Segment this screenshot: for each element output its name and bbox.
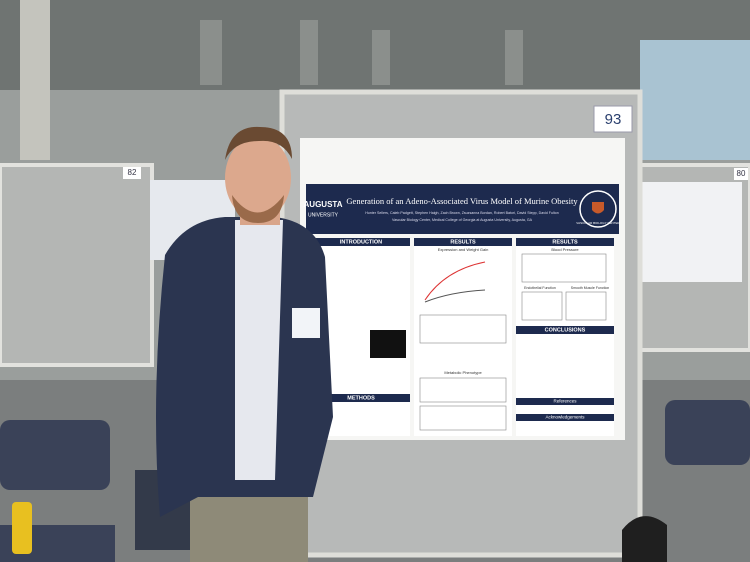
- column-box: [414, 238, 512, 436]
- window: [640, 40, 750, 160]
- section-heading: RESULTS: [450, 239, 476, 245]
- face: [225, 136, 291, 220]
- backpack: [622, 516, 667, 562]
- column: [20, 0, 50, 160]
- section-bar: [312, 238, 410, 246]
- figure: [521, 291, 563, 321]
- figure: [419, 405, 507, 431]
- figure: [565, 291, 607, 321]
- figure-line: [424, 261, 486, 301]
- chair: [0, 420, 110, 490]
- figure: [521, 253, 607, 283]
- section-bar: [516, 238, 614, 246]
- section-heading: METHODS: [347, 395, 375, 401]
- section-heading: CONCLUSIONS: [545, 327, 586, 333]
- section-bar: [312, 394, 410, 402]
- duct: [300, 20, 318, 85]
- hair: [225, 126, 292, 160]
- duct: [372, 30, 390, 85]
- logo-right-text: VASCULAR BIOLOGY CENTER: [576, 221, 620, 225]
- section-heading: INTRODUCTION: [340, 239, 382, 245]
- shirt: [235, 220, 283, 480]
- poster-authors: Hunter Sellers, Caleb Padgett, Stephen H…: [365, 211, 559, 215]
- panel-label: Endothelial Function: [524, 286, 556, 290]
- panel-label: Metabolic Phenotype: [444, 370, 482, 375]
- booth-tag: [123, 167, 141, 179]
- panel-label: Expression and Weight Gain: [438, 247, 489, 252]
- section-heading: RESULTS: [552, 239, 578, 245]
- section-heading: References: [553, 399, 577, 404]
- bottle: [12, 502, 32, 554]
- panel-label: Blood Pressure: [551, 247, 579, 252]
- beard: [232, 195, 284, 223]
- far-poster: [636, 182, 742, 282]
- section-bar: [516, 414, 614, 421]
- logo-left: AUGUSTA: [304, 200, 343, 209]
- booth-tag: [593, 105, 633, 133]
- figure-image: [370, 330, 406, 358]
- section-bar: [516, 326, 614, 334]
- chair: [665, 400, 750, 465]
- poster-affiliation: Vascular Biology Center, Medical College…: [392, 218, 533, 222]
- duct: [505, 30, 523, 85]
- booth-number: 93: [605, 111, 622, 128]
- figure: [419, 377, 507, 403]
- duct: [200, 20, 222, 85]
- booth-tag: [734, 168, 748, 180]
- column-box: [516, 238, 614, 436]
- section-bar: [516, 398, 614, 405]
- poster-title: Generation of an Adeno-Associated Virus …: [346, 196, 578, 206]
- logo-shield: [592, 202, 604, 214]
- section-heading: Acknowledgements: [545, 415, 585, 420]
- logo-left-sub: UNIVERSITY: [308, 212, 339, 218]
- booth-number: 80: [737, 169, 746, 178]
- section-bar: [414, 238, 512, 246]
- booth-number: 82: [128, 168, 137, 177]
- panel-label: Smooth Muscle Function: [571, 286, 610, 290]
- name-badge: [292, 308, 320, 338]
- figure: [419, 314, 507, 344]
- side-board: [0, 163, 154, 367]
- figure-line: [424, 289, 486, 303]
- poster-header: [306, 184, 619, 234]
